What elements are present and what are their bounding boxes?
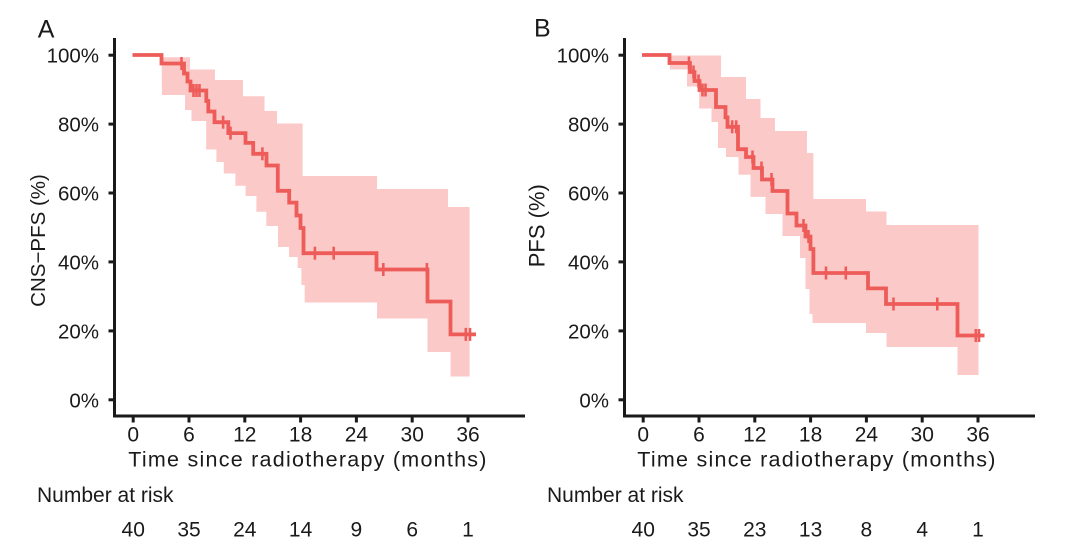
svg-text:100%: 100% [557,45,609,68]
svg-text:12: 12 [233,423,256,446]
svg-text:80%: 80% [568,114,609,137]
svg-text:0%: 0% [69,389,99,412]
svg-text:60%: 60% [58,183,99,206]
svg-text:24: 24 [233,518,257,541]
svg-text:8: 8 [861,518,873,541]
svg-text:0%: 0% [579,389,609,412]
svg-text:100%: 100% [47,45,99,68]
svg-text:14: 14 [289,518,313,541]
svg-text:13: 13 [799,518,822,541]
svg-text:35: 35 [177,518,200,541]
svg-text:PFS (%): PFS (%) [525,184,550,267]
svg-text:40: 40 [632,518,655,541]
svg-text:0: 0 [637,423,649,446]
svg-text:4: 4 [916,518,928,541]
svg-text:24: 24 [345,423,369,446]
svg-text:0: 0 [127,423,139,446]
svg-text:9: 9 [351,518,363,541]
svg-text:B: B [534,15,551,43]
svg-text:6: 6 [693,423,705,446]
svg-text:CNS−PFS (%): CNS−PFS (%) [27,174,50,307]
svg-text:18: 18 [799,423,822,446]
svg-text:60%: 60% [568,183,609,206]
svg-text:80%: 80% [58,114,99,137]
svg-text:6: 6 [406,518,418,541]
svg-text:Number at risk: Number at risk [37,484,174,507]
svg-text:35: 35 [687,518,710,541]
svg-text:40%: 40% [568,251,609,274]
svg-text:24: 24 [855,423,879,446]
svg-text:18: 18 [289,423,312,446]
svg-text:6: 6 [183,423,195,446]
svg-text:40: 40 [122,518,145,541]
svg-text:30: 30 [401,423,424,446]
svg-text:A: A [38,16,55,44]
svg-text:Number at risk: Number at risk [547,484,684,507]
svg-text:1: 1 [462,518,474,541]
svg-text:36: 36 [456,423,479,446]
svg-text:12: 12 [743,423,766,446]
svg-text:Time since radiotherapy (month: Time since radiotherapy (months) [637,448,996,472]
svg-text:23: 23 [743,518,766,541]
svg-text:40%: 40% [58,251,99,274]
svg-text:Time since radiotherapy (month: Time since radiotherapy (months) [128,448,487,472]
svg-text:30: 30 [911,423,934,446]
svg-text:20%: 20% [568,320,609,343]
svg-text:36: 36 [966,423,989,446]
svg-text:1: 1 [972,518,984,541]
svg-text:20%: 20% [58,320,99,343]
